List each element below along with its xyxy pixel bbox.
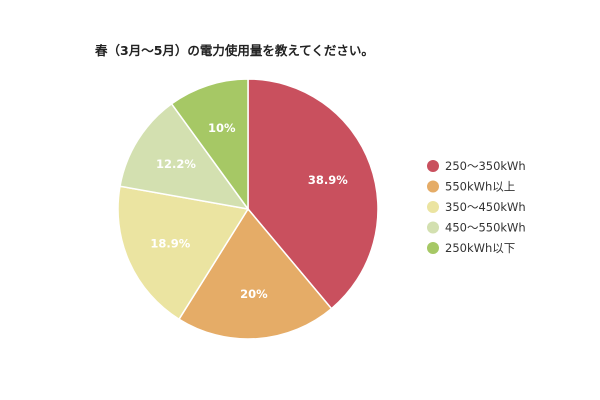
pie-slice-labels: 38.9% 20% 18.9% 12.2% 10%	[150, 121, 348, 301]
pie-slice	[170, 78, 249, 212]
legend-swatch	[427, 221, 439, 234]
legend-label: 250kWh以下	[445, 241, 515, 255]
pie-slice	[119, 102, 250, 211]
slice-value-label: 10%	[208, 121, 236, 135]
slice-value-label: 38.9%	[308, 173, 348, 187]
legend-swatch	[427, 242, 439, 254]
legend-label: 450〜550kWh	[445, 221, 526, 235]
legend-label: 550kWh以上	[445, 180, 515, 194]
chart-title: 春（3月〜5月）の電力使用量を教えてください。	[95, 43, 374, 58]
slice-value-label: 12.2%	[156, 157, 196, 171]
pie-slice	[247, 78, 379, 310]
pie-slices	[117, 78, 379, 340]
legend-swatch	[427, 201, 439, 213]
pie-slice	[117, 185, 250, 321]
legend-label: 250〜350kWh	[445, 159, 526, 173]
slice-value-label: 18.9%	[150, 236, 190, 250]
legend-label: 350〜450kWh	[445, 200, 526, 214]
legend-swatch	[427, 180, 439, 193]
legend-swatch	[427, 160, 439, 172]
pie-slice	[177, 207, 333, 340]
chart-legend: 250〜350kWh 550kWh以上 350〜450kWh 450〜550kWh 25…	[427, 159, 526, 255]
slice-value-label: 20%	[240, 287, 268, 301]
